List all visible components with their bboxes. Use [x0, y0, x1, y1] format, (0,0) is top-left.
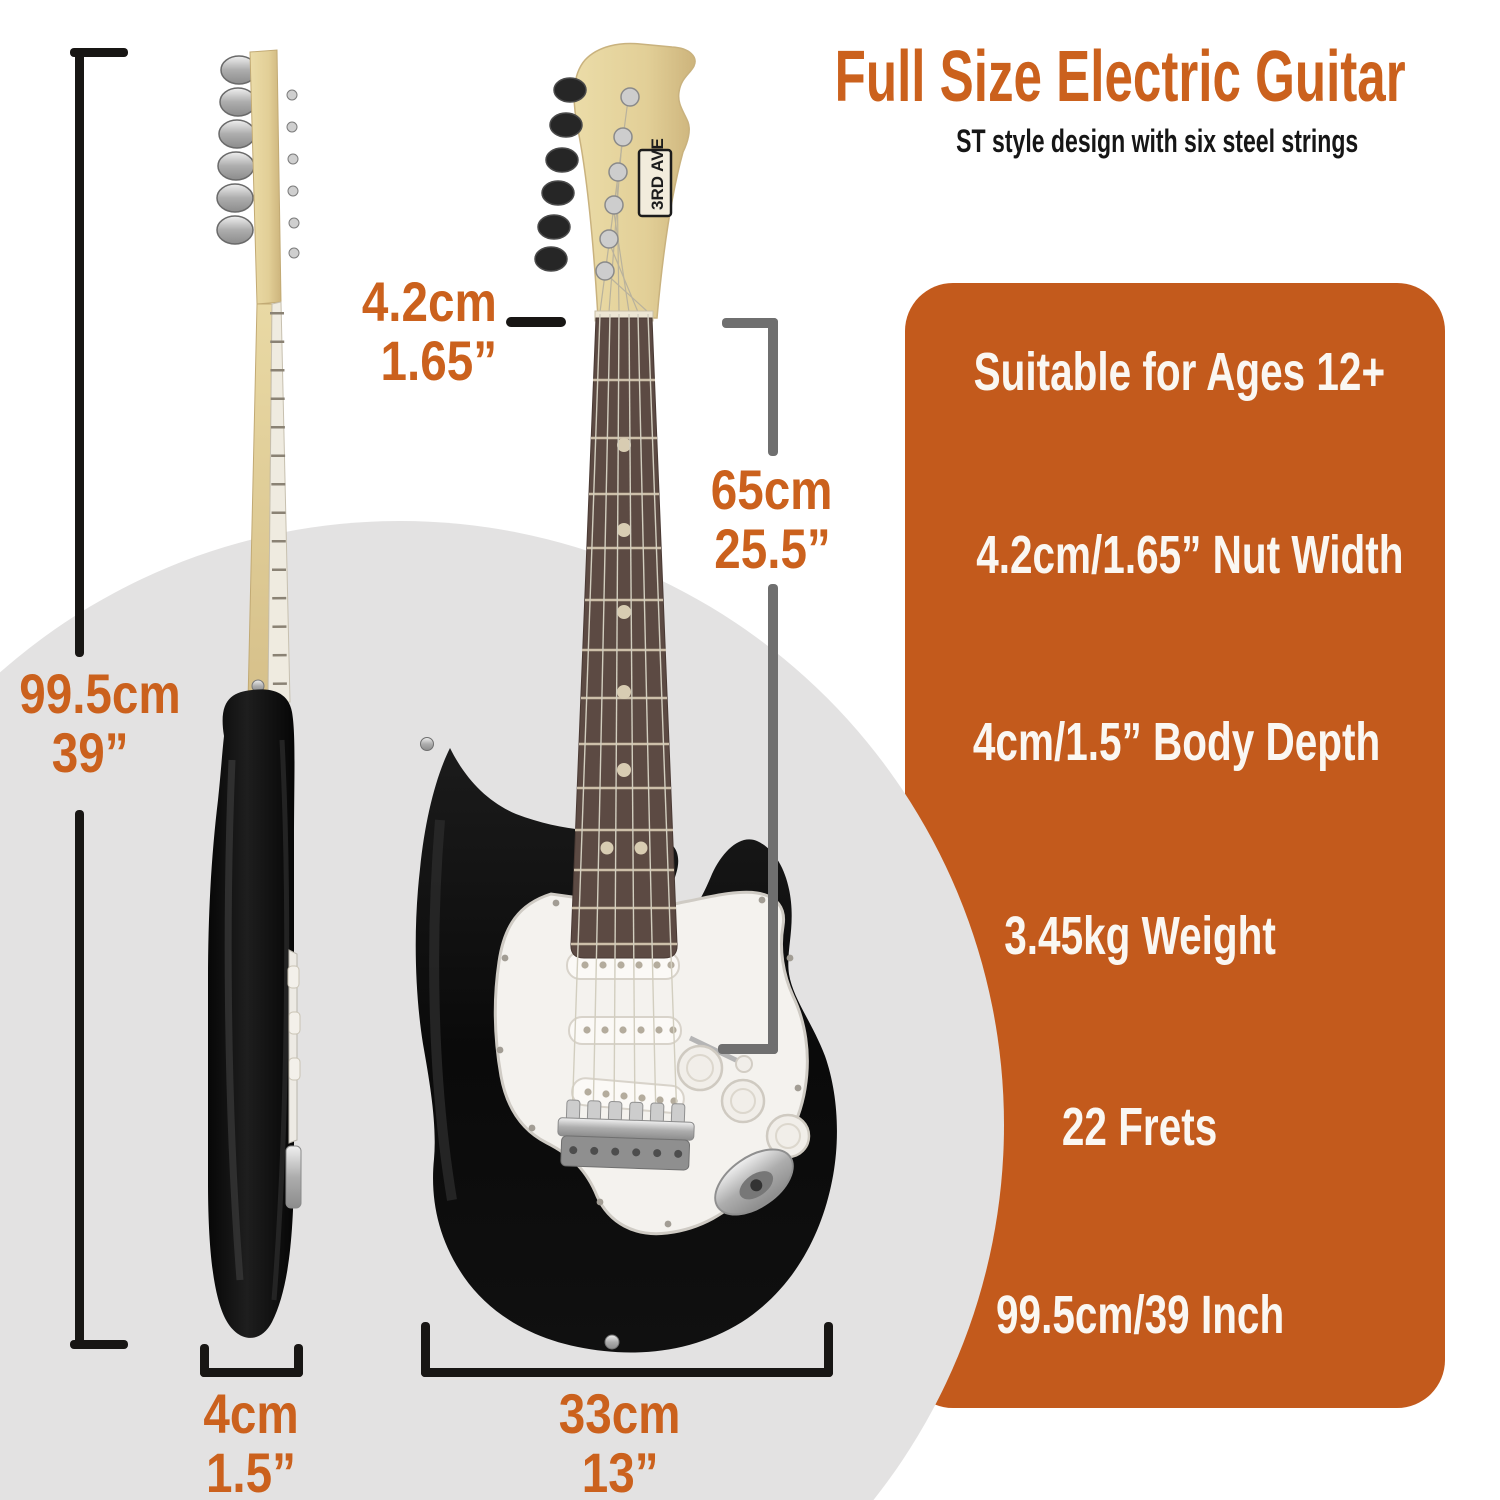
total-length-metric: 99.5cm: [19, 662, 181, 725]
feature-item: 4cm/1.5” Body Depth: [905, 712, 1380, 772]
headstock: [573, 42, 696, 319]
feature-item: 3.45kg Weight: [905, 906, 1375, 966]
body-depth-bracket-line: [200, 1368, 303, 1377]
nut: [594, 310, 654, 322]
brand-logo: 3RD AVE: [637, 138, 673, 218]
features-list: Suitable for Ages 12+ 4.2cm/1.65” Nut Wi…: [905, 283, 1404, 1408]
scale-length-metric: 65cm: [711, 458, 833, 521]
page-subtitle-text: ST style design with six steel strings: [955, 123, 1359, 159]
tuner-posts: [595, 87, 640, 281]
feature-text: 99.5cm/39 Inch: [995, 1285, 1285, 1345]
brand-logo-text: 3RD AVE: [648, 138, 667, 210]
feature-text: 3.45kg Weight: [1004, 906, 1276, 966]
body-depth-imperial: 1.5”: [206, 1441, 296, 1500]
scale-length-imperial: 25.5”: [713, 517, 831, 580]
scale-length-bracket-top-tick: [722, 318, 778, 328]
feature-text: 4cm/1.5” Body Depth: [972, 712, 1381, 772]
tuner-buttons-side: [216, 55, 258, 245]
total-length-bracket-line: [75, 48, 84, 657]
total-length-imperial: 39”: [51, 721, 129, 784]
tuner-buttons: [534, 77, 587, 272]
feature-text: Suitable for Ages 12+: [973, 342, 1386, 402]
nut-width-pointer-dash: [506, 317, 566, 327]
body-width-label: 33cm 13”: [535, 1384, 705, 1500]
body-depth-metric: 4cm: [203, 1382, 299, 1445]
feature-item: 4.2cm/1.65” Nut Width: [905, 525, 1403, 585]
total-length-bracket-top-tick: [70, 48, 128, 57]
page-title-text: Full Size Electric Guitar: [834, 37, 1406, 117]
scale-length-bracket-line: [768, 584, 778, 1054]
scale-length-bracket-bottom-tick: [718, 1044, 778, 1054]
feature-item: 22 Frets: [905, 1097, 1375, 1157]
page-title: Full Size Electric Guitar: [700, 38, 1500, 116]
feature-item: 99.5cm/39 Inch: [905, 1285, 1375, 1345]
nut-width-label: 4.2cm 1.65”: [322, 272, 497, 390]
body-width-imperial: 13”: [581, 1441, 659, 1500]
side-headstock: [249, 49, 282, 305]
total-length-bracket-bottom-tick: [70, 1340, 128, 1349]
feature-text: 4.2cm/1.65” Nut Width: [976, 525, 1404, 585]
headstock-strings: [599, 99, 649, 313]
total-length-bracket-line: [75, 810, 84, 1348]
body-depth-bracket-right-tick: [294, 1344, 303, 1377]
nut-width-metric: 4.2cm: [362, 270, 497, 333]
body-width-metric: 33cm: [559, 1382, 681, 1445]
page-subtitle: ST style design with six steel strings: [757, 120, 1500, 162]
scale-length-label: 65cm 25.5”: [687, 460, 857, 578]
body-width-bracket-line: [421, 1368, 833, 1377]
total-length-label: 99.5cm 39”: [5, 664, 180, 784]
string-posts-side: [286, 89, 300, 259]
feature-item: Suitable for Ages 12+: [905, 342, 1386, 402]
body-depth-label: 4cm 1.5”: [166, 1384, 336, 1500]
nut-width-imperial: 1.65”: [380, 329, 497, 392]
scale-length-bracket-line: [768, 318, 778, 456]
body-depth-bracket-left-tick: [200, 1344, 209, 1377]
feature-text: 22 Frets: [1062, 1097, 1218, 1157]
